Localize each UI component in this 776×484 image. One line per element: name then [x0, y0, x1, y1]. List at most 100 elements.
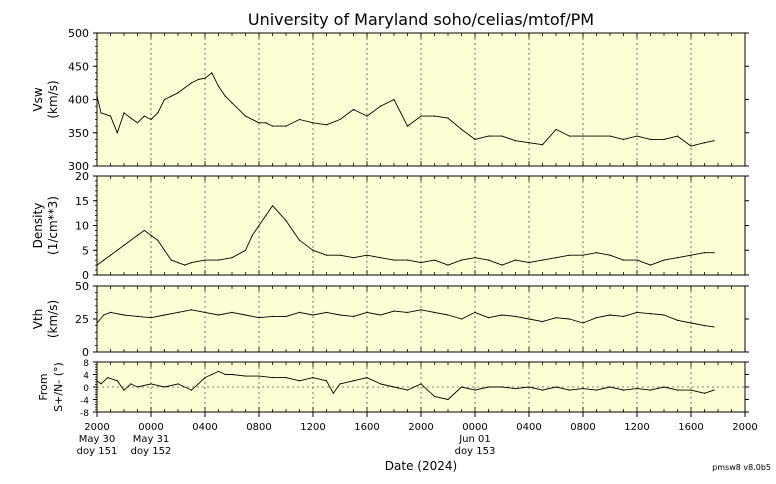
data-point — [224, 95, 226, 97]
data-point — [622, 315, 625, 317]
data-point — [163, 98, 166, 101]
y-tick-label: 400 — [68, 94, 89, 107]
y-tick-label: 0 — [83, 384, 89, 394]
data-point — [170, 259, 172, 261]
x-tick-label: 1200 — [624, 422, 649, 433]
data-point — [352, 380, 355, 382]
series-line — [96, 370, 715, 400]
data-point — [406, 125, 409, 127]
data-point — [713, 326, 715, 328]
y-tick-label: 15 — [75, 195, 89, 208]
data-point — [528, 262, 530, 264]
data-point — [190, 262, 193, 264]
data-point — [123, 389, 125, 391]
data-point — [100, 383, 102, 385]
data-point — [420, 383, 422, 385]
data-point — [157, 239, 159, 241]
data-point — [150, 317, 152, 319]
data-point — [609, 386, 611, 388]
data-point — [676, 319, 679, 321]
data-point — [420, 115, 422, 117]
x-tick-label: 0400 — [516, 422, 541, 433]
data-point — [265, 215, 267, 217]
data-point — [285, 125, 287, 127]
data-point — [150, 383, 152, 385]
data-point — [649, 138, 652, 140]
data-point — [271, 205, 274, 207]
data-point — [703, 252, 706, 254]
data-point — [393, 259, 395, 261]
data-point — [325, 311, 328, 313]
data-point — [474, 138, 476, 140]
data-point — [528, 386, 530, 388]
data-point — [251, 234, 253, 236]
data-point — [109, 311, 112, 313]
data-point — [433, 395, 436, 397]
data-point — [339, 383, 341, 385]
series-line — [96, 309, 715, 328]
x-tick-label: 0800 — [570, 422, 595, 433]
data-point — [177, 311, 179, 313]
data-point — [474, 311, 476, 313]
data-point — [244, 115, 247, 117]
data-point — [582, 387, 584, 390]
data-point — [379, 314, 382, 316]
data-point — [136, 315, 139, 317]
data-point — [379, 105, 382, 107]
data-point — [217, 370, 220, 372]
data-point — [514, 315, 517, 317]
data-point — [258, 122, 260, 124]
data-point — [298, 311, 301, 313]
data-point — [622, 259, 625, 261]
data-point — [136, 386, 139, 388]
data-point — [568, 135, 571, 137]
data-point — [663, 138, 665, 140]
day-label: doy 152 — [131, 446, 172, 457]
data-point — [703, 142, 706, 144]
data-point — [143, 229, 145, 232]
data-point — [568, 254, 571, 256]
data-point — [204, 77, 206, 79]
data-point — [595, 317, 598, 319]
y-tick-label: 8 — [83, 359, 89, 369]
data-point — [595, 135, 598, 137]
data-point — [184, 264, 186, 266]
data-point — [190, 389, 193, 391]
data-point — [528, 142, 530, 144]
data-point — [170, 95, 172, 97]
data-point — [244, 249, 247, 251]
data-point — [116, 132, 118, 134]
data-point — [271, 125, 274, 127]
data-point — [582, 254, 584, 256]
y-axis-label: (1/cm**3) — [46, 196, 60, 255]
x-tick-label: 0000 — [138, 422, 163, 433]
data-point — [150, 234, 152, 236]
x-tick-label: 1600 — [678, 422, 703, 433]
y-tick-label: 50 — [75, 280, 89, 293]
data-point — [460, 318, 463, 320]
y-tick-label: 500 — [68, 27, 89, 40]
data-point — [204, 377, 206, 379]
data-point — [217, 259, 220, 261]
data-point — [676, 135, 679, 137]
data-point — [690, 322, 692, 324]
x-axis-label: Date (2024) — [385, 459, 457, 473]
data-point — [393, 310, 395, 312]
data-point — [433, 259, 436, 261]
data-point — [622, 389, 625, 391]
panel-1: 0 5 10 15 20 Density (1/cm**3) — [31, 170, 749, 282]
data-point — [514, 387, 517, 390]
y-tick-label: 0 — [82, 269, 89, 282]
data-point — [217, 314, 220, 316]
y-axis-label: Vth — [31, 309, 45, 330]
data-point — [595, 252, 598, 254]
data-point — [332, 392, 334, 394]
data-point — [582, 135, 584, 137]
data-point — [690, 254, 692, 256]
y-tick-label: 25 — [75, 313, 89, 326]
data-point — [514, 259, 517, 261]
data-point — [663, 259, 665, 261]
data-point — [366, 115, 368, 117]
